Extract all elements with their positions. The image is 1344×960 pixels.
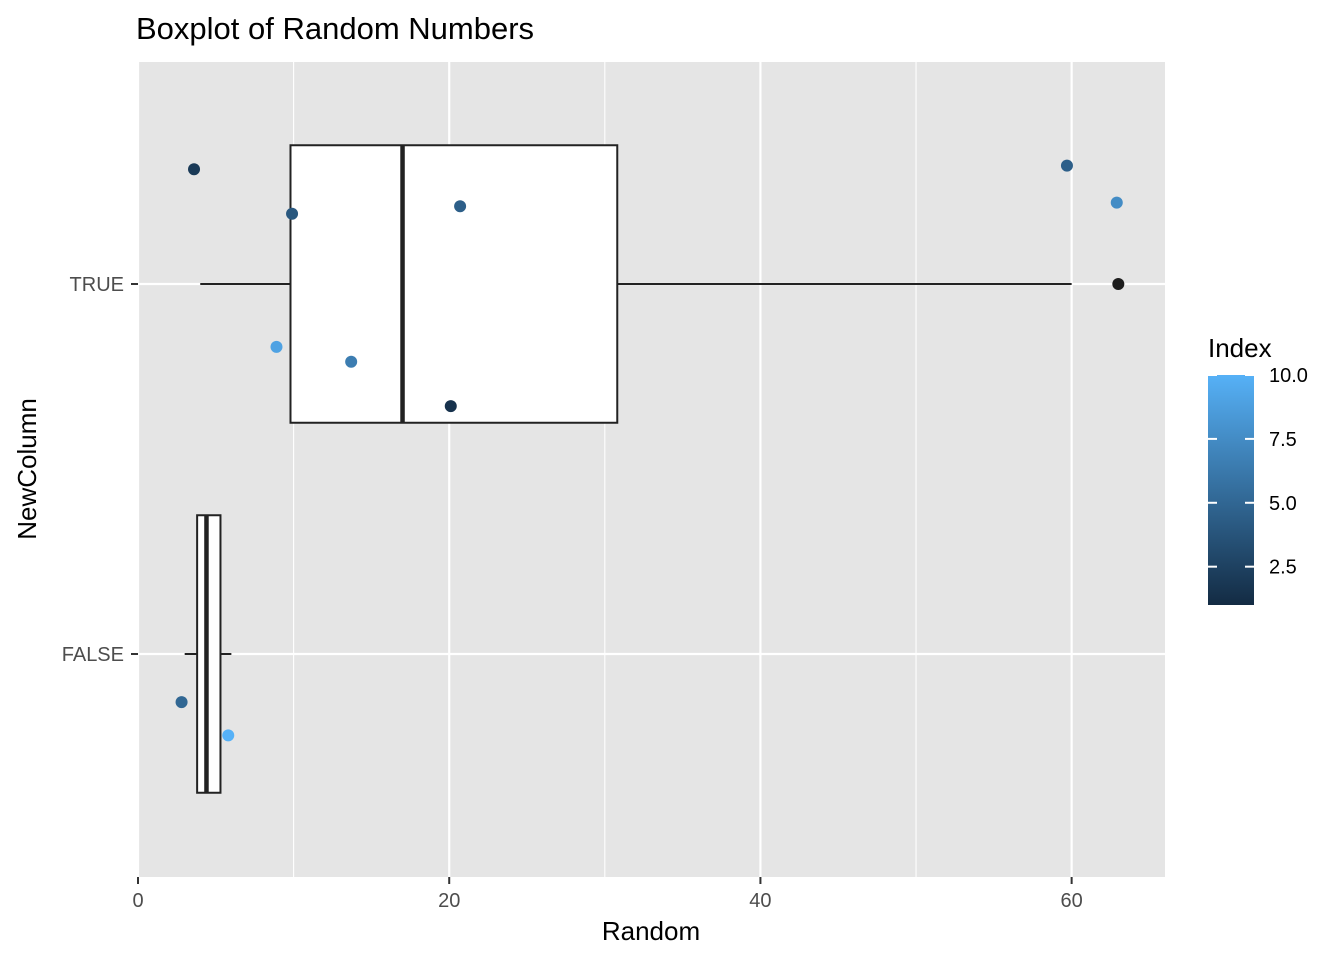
y-axis-title: NewColumn [12, 398, 42, 540]
legend-tick-label: 10.0 [1269, 365, 1308, 387]
y-axis: FALSE TRUE [62, 274, 138, 666]
data-point [1110, 196, 1123, 209]
data-point [454, 200, 467, 213]
box-outlier [1112, 278, 1125, 290]
data-point [444, 400, 457, 413]
data-point [175, 696, 188, 709]
box-layer [184, 144, 1125, 794]
x-tick-label: 40 [749, 890, 771, 912]
legend-tick-label: 7.5 [1269, 429, 1297, 451]
box-true [200, 144, 1125, 424]
point-layer [175, 159, 1123, 742]
data-point [270, 340, 283, 353]
box-iqr [196, 514, 222, 794]
legend-ticks: 2.5 5.0 7.5 10.0 [1208, 365, 1308, 579]
data-point [222, 729, 235, 742]
legend-title: Index [1208, 333, 1272, 363]
chart-title: Boxplot of Random Numbers [136, 11, 534, 46]
y-tick-label: FALSE [62, 644, 124, 666]
data-point [286, 207, 299, 220]
box-false [184, 514, 232, 794]
x-axis: 0 20 40 60 [132, 877, 1083, 912]
x-tick-label: 20 [438, 890, 460, 912]
data-point [1060, 159, 1073, 172]
x-axis-title: Random [602, 916, 700, 946]
box-iqr [289, 144, 619, 424]
legend-colorbar [1208, 375, 1254, 605]
x-tick-label: 0 [132, 890, 143, 912]
legend: Index 2.5 5.0 7.5 10.0 [1208, 333, 1308, 605]
legend-tick-label: 2.5 [1269, 557, 1297, 579]
data-point [188, 163, 201, 176]
y-tick-label: TRUE [70, 274, 124, 296]
legend-tick-label: 5.0 [1269, 493, 1297, 515]
x-tick-label: 60 [1061, 890, 1083, 912]
data-point [345, 355, 358, 368]
